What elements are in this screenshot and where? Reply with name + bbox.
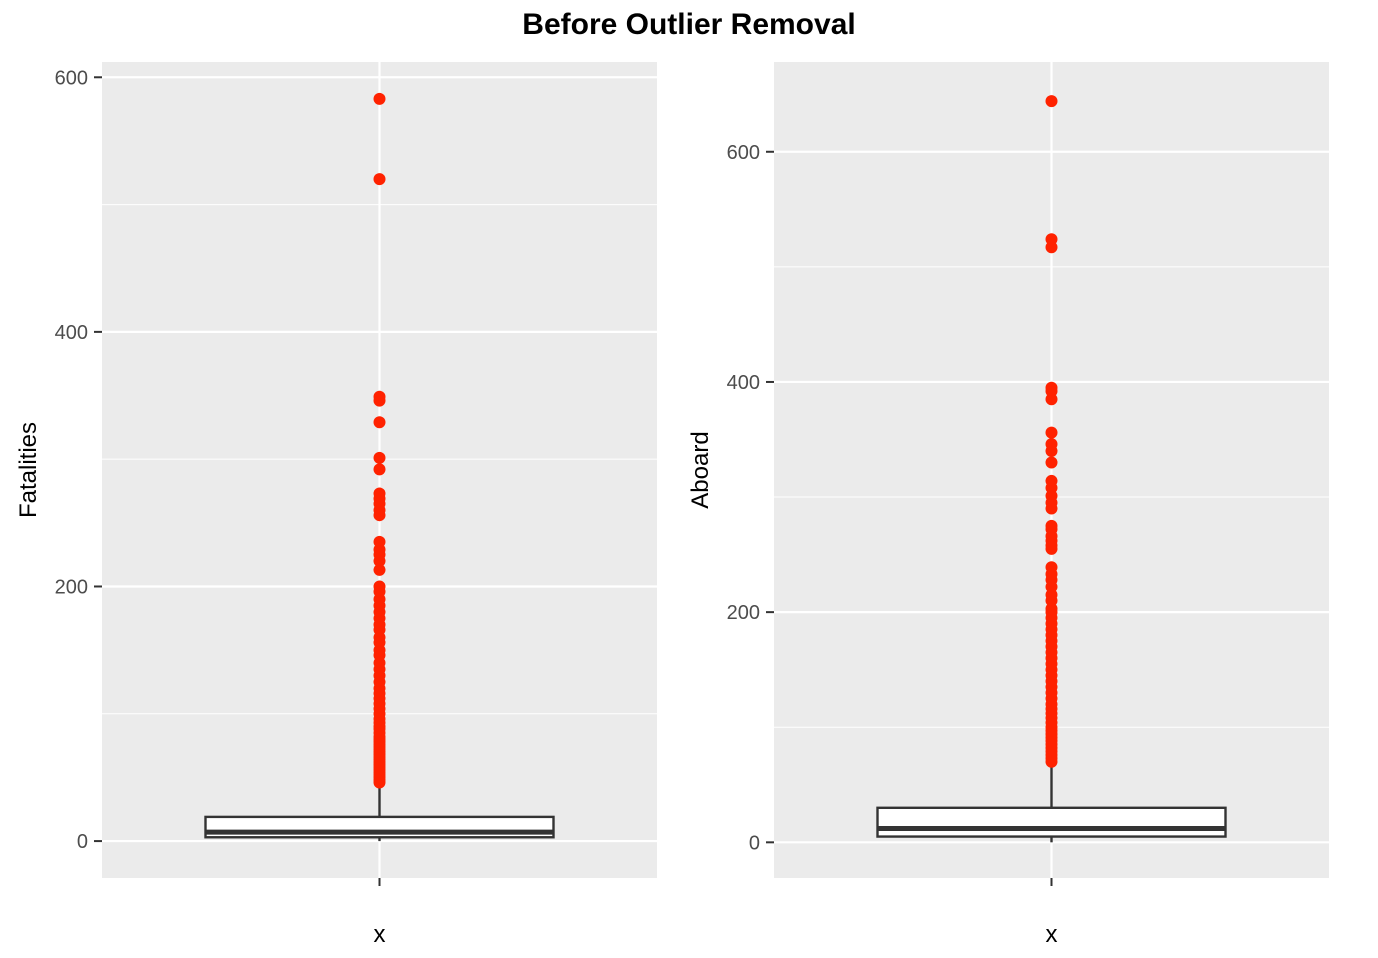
fatalities-outlier-point (373, 580, 386, 593)
fatalities-y-tick-label: 600 (55, 67, 88, 89)
aboard-outlier-point (1045, 519, 1058, 532)
fatalities-y-tick-label: 200 (55, 576, 88, 598)
aboard-outlier-point (1045, 438, 1058, 451)
aboard-outlier-point (1045, 381, 1058, 394)
aboard-outlier-point (1045, 561, 1058, 574)
aboard-y-tick-label: 200 (727, 602, 760, 624)
fatalities-outlier-point (373, 416, 386, 429)
aboard-outlier-point (1045, 233, 1058, 246)
fatalities-outlier-point (373, 92, 386, 105)
fatalities-outlier-point (373, 535, 386, 548)
fatalities-y-axis-label: Fatalities (15, 422, 42, 518)
fatalities-outlier-point (373, 463, 386, 476)
fatalities-outlier-point (373, 451, 386, 464)
fatalities-outlier-point (373, 563, 386, 576)
aboard-y-tick-label: 0 (749, 832, 760, 854)
aboard-outlier-point (1045, 426, 1058, 439)
aboard-y-tick-label: 400 (727, 372, 760, 394)
fatalities-y-tick-label: 400 (55, 322, 88, 344)
fatalities-outlier-point (373, 173, 386, 186)
aboard-y-tick-label: 600 (727, 142, 760, 164)
aboard-y-axis-label: Aboard (687, 431, 714, 508)
aboard-outlier-point (1045, 95, 1058, 108)
figure-title: Before Outlier Removal (522, 8, 856, 41)
aboard-outlier-point (1045, 474, 1058, 487)
aboard-outlier-point (1045, 456, 1058, 469)
fatalities-outlier-point (373, 390, 386, 403)
fatalities-x-axis-label: x (374, 921, 386, 948)
aboard-box (876, 806, 1227, 838)
fatalities-y-tick-label: 0 (77, 831, 88, 853)
aboard-x-axis-label: x (1046, 921, 1058, 948)
fatalities-outlier-point (373, 487, 386, 500)
